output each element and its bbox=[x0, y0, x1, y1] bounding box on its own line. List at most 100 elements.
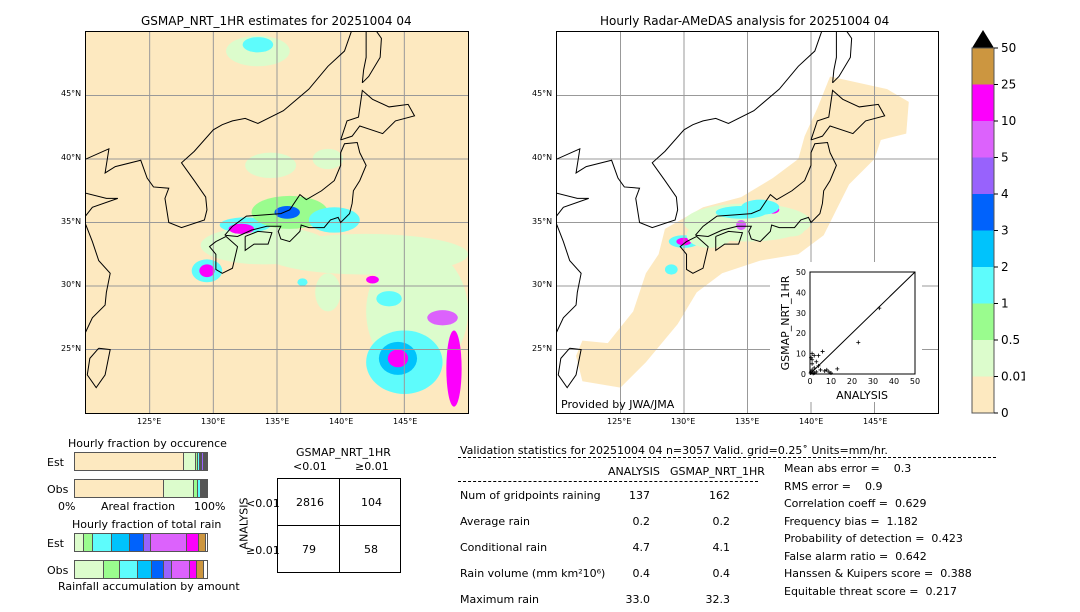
score-text: Mean abs error = 0.3 bbox=[784, 462, 912, 475]
coastline bbox=[362, 32, 381, 83]
rain-area bbox=[366, 275, 379, 284]
colorbar-label: 5 bbox=[1001, 151, 1009, 165]
colorbar-label: 0 bbox=[1001, 406, 1009, 420]
stat-analysis: 0.2 bbox=[632, 515, 651, 528]
scatter-point bbox=[812, 365, 817, 370]
scatter-point bbox=[810, 351, 815, 356]
total-rain-title: Hourly fraction of total rain bbox=[72, 518, 222, 531]
bar-segment bbox=[203, 480, 204, 497]
scatter-x-tick: 50 bbox=[910, 377, 920, 386]
stat-gsmap: 32.3 bbox=[705, 593, 731, 606]
stat-gsmap: 4.1 bbox=[712, 541, 731, 554]
colorbar-segment bbox=[972, 230, 994, 267]
colorbar-label: 0.5 bbox=[1001, 333, 1020, 347]
scatter-y-tick: 20 bbox=[796, 329, 806, 338]
occurrence-obs-bar bbox=[74, 479, 208, 498]
coastline bbox=[210, 236, 238, 273]
cell-miss: 79 bbox=[302, 543, 316, 556]
scatter-xlabel: ANALYSIS bbox=[836, 389, 888, 402]
bar-segment bbox=[75, 561, 105, 578]
score-text: Equitable threat score = 0.217 bbox=[784, 584, 957, 598]
bar-segment bbox=[193, 480, 199, 497]
colorbar-extend-arrow bbox=[972, 30, 994, 48]
coastline bbox=[833, 32, 837, 83]
lat-tick: 25°N bbox=[61, 344, 82, 354]
stat-label: Num of gridpoints raining bbox=[460, 489, 601, 502]
scatter-y-tick: 40 bbox=[796, 288, 806, 297]
bar-segment bbox=[187, 534, 200, 551]
colorbar-label: 3 bbox=[1001, 224, 1009, 238]
coastline bbox=[87, 348, 110, 387]
col-analysis: ANALYSIS bbox=[608, 465, 660, 478]
rain-area bbox=[297, 278, 308, 287]
bar-segment bbox=[75, 453, 184, 470]
col-gsmap: GSMAP_NRT_1HR bbox=[670, 465, 765, 478]
score-text: RMS error = 0.9 bbox=[784, 479, 883, 493]
scatter-point bbox=[822, 368, 827, 373]
occurrence-xlabel: Areal fraction bbox=[101, 500, 176, 513]
scatter-x-tick: 40 bbox=[889, 377, 899, 386]
coastline bbox=[86, 32, 353, 228]
bar-segment bbox=[198, 480, 201, 497]
rain-area bbox=[245, 152, 297, 179]
colorbar-label: 4 bbox=[1001, 187, 1009, 201]
scatter-point bbox=[812, 353, 817, 358]
lon-tick: 130°E bbox=[201, 417, 226, 426]
bar-segment bbox=[197, 561, 204, 578]
coastline bbox=[811, 90, 885, 140]
colorbar-segment bbox=[972, 267, 994, 304]
lon-tick: 125°E bbox=[607, 417, 632, 426]
colorbar-label: 1 bbox=[1001, 297, 1009, 311]
occurrence-title: Hourly fraction by occurence bbox=[68, 437, 227, 450]
rain-area bbox=[779, 221, 805, 237]
stats-header: Validation statistics for 20251004 04 n=… bbox=[460, 444, 888, 457]
bar-segment bbox=[189, 561, 198, 578]
bar-segment bbox=[201, 453, 203, 470]
scatter-plot: 00 10 10 20 20 30 30 40 40 50 50 ANALYSIS GSMAP_NRT_… bbox=[779, 268, 920, 402]
bar-segment bbox=[111, 534, 131, 551]
stat-gsmap: 162 bbox=[709, 489, 730, 502]
lon-tick: 140°E bbox=[799, 417, 824, 426]
scatter-point bbox=[829, 370, 833, 375]
colorbar-segment bbox=[972, 121, 994, 158]
bar-segment bbox=[164, 561, 172, 578]
lat-tick: 35°N bbox=[61, 216, 82, 226]
scatter-y-tick: 10 bbox=[796, 350, 806, 359]
scatter-point bbox=[810, 361, 815, 366]
lat-tick: 30°N bbox=[61, 280, 82, 290]
scatter-point bbox=[877, 306, 882, 311]
gsmap-map-canvas bbox=[86, 32, 468, 413]
bar-segment bbox=[138, 561, 153, 578]
scatter-point bbox=[808, 370, 813, 375]
col-label-1: ≥0.01 bbox=[355, 460, 389, 473]
coastline bbox=[225, 142, 366, 241]
colorbar-segment bbox=[972, 340, 994, 377]
lat-tick: 45°N bbox=[532, 89, 553, 98]
bar-segment bbox=[184, 453, 197, 470]
rain-xlabel: Rainfall accumulation by amount bbox=[58, 580, 240, 593]
scatter-point bbox=[810, 367, 815, 372]
stat-label: Maximum rain bbox=[460, 593, 539, 606]
stat-analysis: 137 bbox=[629, 489, 650, 502]
row-label-1: ≥0.01 bbox=[246, 544, 280, 557]
left-map-title: GSMAP_NRT_1HR estimates for 20251004 04 bbox=[141, 14, 412, 28]
lon-tick: 145°E bbox=[863, 417, 888, 426]
x-tick-0: 0% bbox=[58, 500, 76, 513]
scatter-point bbox=[824, 367, 829, 372]
score-text: Probability of detection = 0.423 bbox=[784, 532, 963, 545]
scatter-point bbox=[816, 363, 821, 368]
colorbar-label: 25 bbox=[1001, 78, 1016, 92]
coastline bbox=[680, 236, 708, 273]
bar-segment bbox=[75, 480, 164, 497]
colorbar-segment bbox=[972, 303, 994, 340]
scatter-ylabel: GSMAP_NRT_1HR bbox=[779, 275, 792, 370]
scatter-point bbox=[814, 359, 819, 364]
rain-area bbox=[274, 205, 300, 219]
stat-analysis: 4.7 bbox=[632, 541, 651, 554]
lon-tick: 130°E bbox=[671, 417, 696, 426]
stat-gsmap: 0.4 bbox=[712, 567, 731, 580]
scatter-point bbox=[814, 369, 819, 374]
bar-segment bbox=[199, 453, 202, 470]
rain-obs-label: Obs bbox=[47, 564, 69, 577]
bar-segment bbox=[130, 534, 144, 551]
